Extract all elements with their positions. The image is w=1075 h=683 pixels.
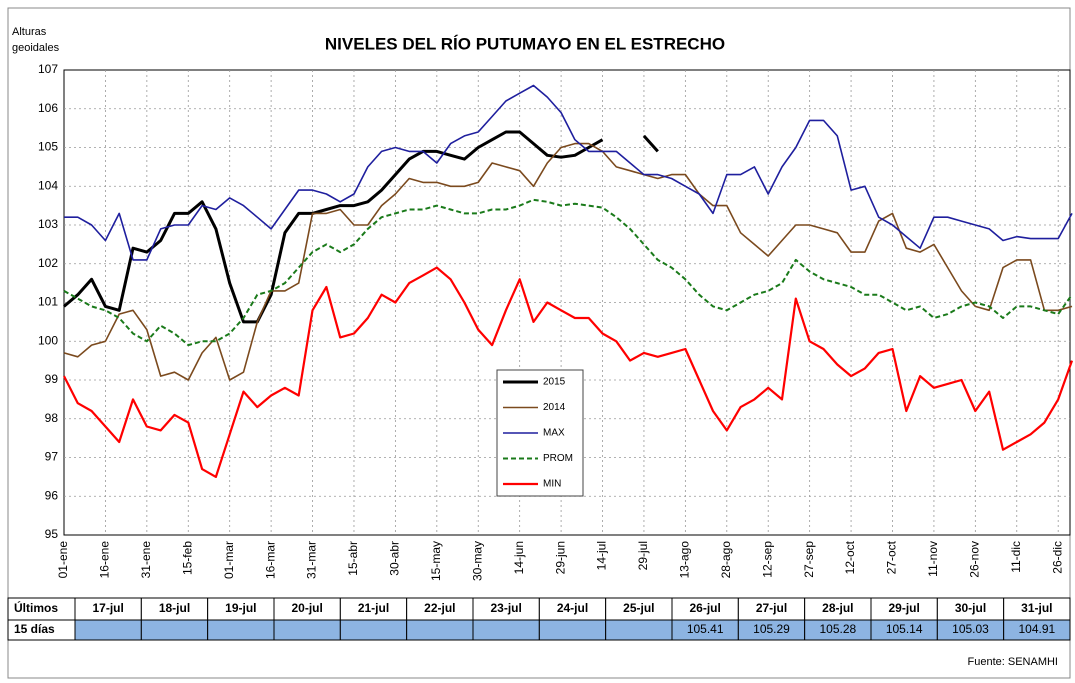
x-tick-label: 11-dic <box>1009 541 1023 573</box>
table-cell <box>140 619 209 641</box>
table-cell <box>273 619 341 641</box>
x-tick-label: 16-mar <box>263 541 277 579</box>
date-cell: 28-jul <box>822 601 853 615</box>
x-tick-label: 30-may <box>470 541 484 581</box>
x-tick-label: 12-oct <box>843 540 857 574</box>
frame <box>7 7 1071 679</box>
x-tick-label: 13-ago <box>678 541 692 579</box>
legend-label: MIN <box>543 479 561 490</box>
legend-label: PROM <box>543 453 573 464</box>
x-tick-label: 29-jul <box>636 541 650 570</box>
date-cell: 19-jul <box>225 601 256 615</box>
table-cell <box>339 619 408 641</box>
y-tick-label: 95 <box>45 527 59 541</box>
value-cell: 105.03 <box>952 622 989 636</box>
y-tick-label: 100 <box>38 333 58 347</box>
value-cell: 104.91 <box>1018 622 1055 636</box>
value-cell: 105.14 <box>886 622 923 636</box>
date-cell: 20-jul <box>291 601 322 615</box>
series-line <box>63 198 1073 347</box>
x-tick-label: 15-abr <box>346 541 360 576</box>
y-tick-label: 106 <box>38 101 58 115</box>
table-cell <box>207 619 275 641</box>
y-tick-label: 104 <box>38 178 58 192</box>
date-cell: 17-jul <box>92 601 123 615</box>
x-tick-label: 31-ene <box>139 541 153 579</box>
legend-label: 2014 <box>543 402 566 413</box>
x-tick-label: 28-ago <box>719 541 733 579</box>
row-label: 15 días <box>14 622 55 636</box>
x-tick-label: 11-nov <box>926 541 940 577</box>
value-cell: 105.28 <box>819 622 856 636</box>
x-tick-label: 14-jul <box>595 541 609 570</box>
table-cell <box>605 619 673 641</box>
series-line <box>63 266 1074 478</box>
date-cell: 25-jul <box>623 601 654 615</box>
table-cell <box>406 619 474 641</box>
y-tick-label: 99 <box>45 372 59 386</box>
x-tick-label: 01-mar <box>222 541 236 579</box>
y-tick-label: 102 <box>38 256 58 270</box>
x-tick-label: 27-oct <box>885 540 899 574</box>
y-tick-label: 97 <box>45 450 59 464</box>
date-cell: 22-jul <box>424 601 455 615</box>
x-tick-label: 31-mar <box>305 541 319 579</box>
legend-label: 2015 <box>543 377 566 388</box>
x-tick-label: 26-dic <box>1050 541 1064 574</box>
date-cell: 24-jul <box>557 601 588 615</box>
x-tick-label: 15-feb <box>180 541 194 575</box>
y-tick-label: 96 <box>45 488 59 502</box>
date-cell: 31-jul <box>1021 601 1052 615</box>
y-tick-label: 103 <box>38 217 58 231</box>
y-axis-label: geoidales <box>12 42 60 54</box>
source: Fuente: SENAMHI <box>968 656 1058 668</box>
x-tick-label: 15-may <box>429 541 443 581</box>
series-line <box>63 142 1073 381</box>
x-tick-label: 26-nov <box>968 541 982 578</box>
date-cell: 27-jul <box>756 601 787 615</box>
table-cell <box>1003 619 1071 641</box>
x-tick-label: 12-sep <box>760 541 774 578</box>
table-cell <box>472 619 540 641</box>
series-line <box>64 84 1073 261</box>
date-cell: 21-jul <box>358 601 389 615</box>
date-cell: 26-jul <box>689 601 720 615</box>
x-tick-label: 01-ene <box>56 541 70 579</box>
value-cell: 105.29 <box>753 622 790 636</box>
x-tick-label: 16-ene <box>98 541 112 579</box>
chart-title: NIVELES DEL RÍO PUTUMAYO EN EL ESTRECHO <box>325 34 725 53</box>
table-cell <box>538 619 607 641</box>
legend-label: MAX <box>543 428 565 439</box>
date-cell: 29-jul <box>888 601 919 615</box>
x-tick-label: 30-abr <box>388 541 402 576</box>
y-tick-label: 101 <box>38 295 58 309</box>
x-tick-label: 27-sep <box>802 541 816 578</box>
y-tick-label: 98 <box>45 411 59 425</box>
date-cell: 18-jul <box>159 601 190 615</box>
date-cell: 23-jul <box>490 601 521 615</box>
date-cell: 30-jul <box>955 601 986 615</box>
table-cell <box>74 619 142 641</box>
y-tick-label: 107 <box>38 62 58 76</box>
y-tick-label: 105 <box>38 140 58 154</box>
row-label: Últimos <box>14 600 58 615</box>
x-tick-label: 14-jun <box>512 541 526 574</box>
y-axis-label: Alturas <box>12 26 47 38</box>
value-cell: 105.41 <box>687 622 724 636</box>
x-tick-label: 29-jun <box>553 541 567 574</box>
